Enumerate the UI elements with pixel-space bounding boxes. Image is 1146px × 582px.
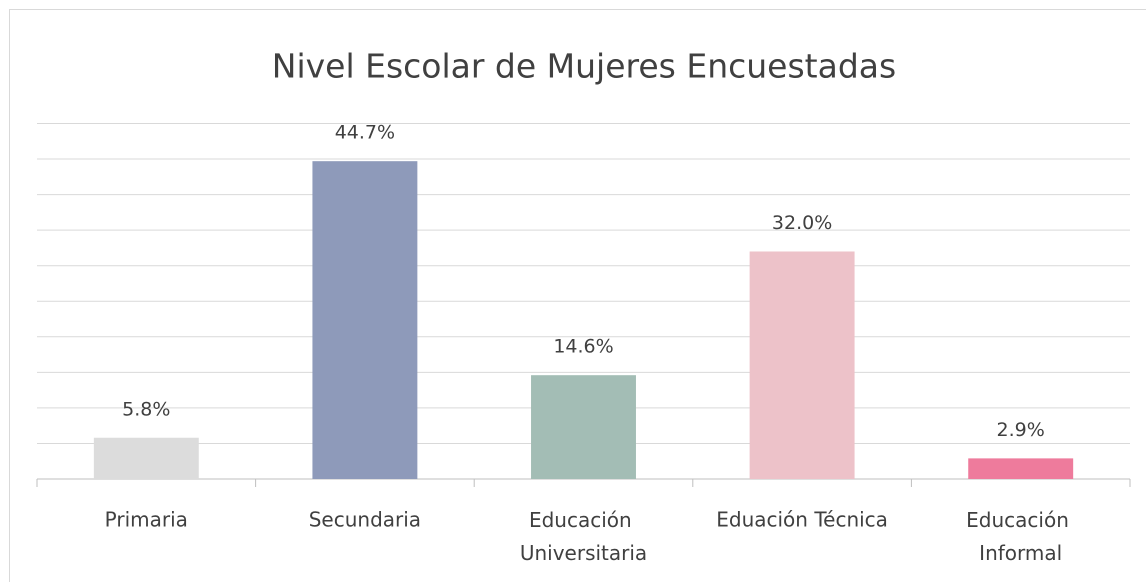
bar bbox=[531, 375, 636, 479]
x-tick-label-line: Universitaria bbox=[520, 541, 647, 565]
data-label: 44.7% bbox=[335, 122, 395, 144]
x-tick-label-line: Educación bbox=[966, 508, 1075, 532]
bar bbox=[749, 251, 855, 479]
data-label: 14.6% bbox=[553, 336, 613, 358]
chart-title: Nivel Escolar de Mujeres Encuestadas bbox=[272, 47, 896, 86]
data-label: 32.0% bbox=[772, 212, 832, 234]
x-tick-label: Educación Informal bbox=[966, 508, 1075, 565]
x-tick-label: Eduación Técnica bbox=[716, 508, 888, 532]
x-tick-label: Secundaria bbox=[309, 508, 421, 532]
x-tick-label: Educación Universitaria bbox=[520, 508, 647, 565]
bar bbox=[312, 161, 418, 480]
bar bbox=[968, 458, 1074, 479]
data-label: 2.9% bbox=[997, 419, 1045, 441]
bar bbox=[93, 437, 199, 479]
data-label: 5.8% bbox=[122, 398, 170, 420]
x-tick-label-line: Educación bbox=[529, 508, 638, 532]
x-tick-label: Primaria bbox=[105, 508, 188, 532]
chart-frame bbox=[9, 9, 1146, 582]
x-tick-label-line: Informal bbox=[979, 541, 1062, 565]
